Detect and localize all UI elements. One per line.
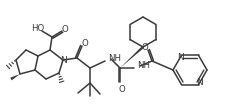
Text: NH: NH <box>108 54 121 62</box>
Text: O: O <box>62 25 68 33</box>
Text: HO: HO <box>31 24 45 32</box>
Text: N: N <box>177 53 184 62</box>
Polygon shape <box>10 74 20 80</box>
Text: N: N <box>196 78 203 87</box>
Text: O: O <box>119 84 125 94</box>
Text: O: O <box>82 39 88 47</box>
Text: O: O <box>142 42 148 52</box>
Text: N: N <box>60 56 66 65</box>
Polygon shape <box>120 46 144 68</box>
Text: NH: NH <box>137 60 150 70</box>
